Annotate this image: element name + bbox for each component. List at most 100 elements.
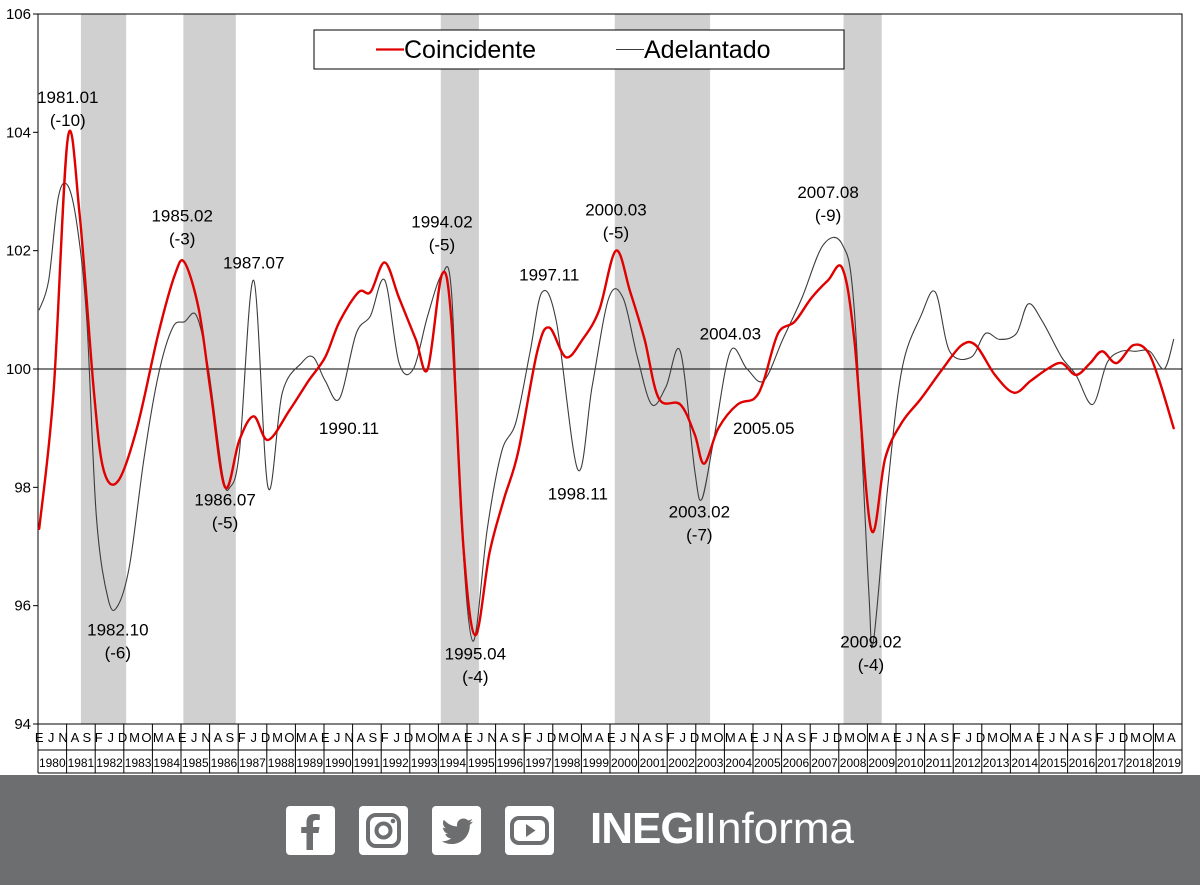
x-month-label: A (881, 730, 890, 745)
x-month-label: A (500, 730, 509, 745)
x-month-label: A (738, 730, 747, 745)
x-month-label: M (296, 730, 307, 745)
facebook-glyph (301, 814, 320, 850)
x-month-label: N (201, 730, 210, 745)
y-tick-label: 106 (6, 6, 31, 23)
x-month-label: F (95, 730, 103, 745)
x-month-label: O (141, 730, 151, 745)
annotation-label: (-9) (815, 206, 841, 225)
x-year-label: 1983 (125, 756, 152, 770)
x-month-label: N (344, 730, 353, 745)
twitter-glyph (441, 818, 473, 844)
x-month-label: O (999, 730, 1009, 745)
x-month-label: M (844, 730, 855, 745)
instagram-icon[interactable] (359, 806, 408, 855)
x-month-label: S (1084, 730, 1093, 745)
x-month-label: A (1024, 730, 1033, 745)
annotation-label: 2007.08 (797, 183, 858, 202)
annotation-label: 1998.11 (548, 484, 608, 503)
x-month-label: F (953, 730, 961, 745)
x-year-label: 2016 (1069, 756, 1096, 770)
x-month-label: M (582, 730, 593, 745)
x-month-label: J (1049, 730, 1056, 745)
line-chart: 1981.01 (-10) 1982.10 (-6) 1985.02 (-3) 1986.0… (5, 6, 1183, 774)
x-month-label: S (369, 730, 378, 745)
x-month-label: J (620, 730, 627, 745)
x-month-label: A (1167, 730, 1176, 745)
annotation-label: (-5) (429, 235, 455, 254)
x-month-label: S (655, 730, 664, 745)
x-month-label: O (856, 730, 866, 745)
x-month-label: A (643, 730, 652, 745)
x-month-label: O (427, 730, 437, 745)
x-month-label: M (1154, 730, 1165, 745)
x-month-label: M (1130, 730, 1141, 745)
x-month-label: N (916, 730, 925, 745)
x-month-label: F (524, 730, 532, 745)
x-month-label: J (191, 730, 198, 745)
x-year-label: 2012 (954, 756, 981, 770)
series-group (38, 129, 1175, 649)
x-month-label: J (822, 730, 829, 745)
x-month-label: N (1059, 730, 1068, 745)
x-year-label: 1991 (354, 756, 381, 770)
x-year-label: 2014 (1011, 756, 1038, 770)
x-month-label: M (129, 730, 140, 745)
x-year-label: 1988 (268, 756, 295, 770)
x-year-label: 1980 (39, 756, 66, 770)
x-month-label: J (48, 730, 55, 745)
x-month-label: J (763, 730, 770, 745)
x-month-label: M (415, 730, 426, 745)
x-year-label: 2017 (1097, 756, 1124, 770)
x-month-label: M (272, 730, 283, 745)
x-month-label: N (58, 730, 67, 745)
y-tick-label: 100 (6, 361, 31, 378)
facebook-icon[interactable] (286, 806, 335, 855)
annotation-label: (-5) (603, 224, 629, 243)
annotation-label: (-10) (50, 111, 86, 130)
x-year-label: 2013 (983, 756, 1010, 770)
annotation-label: 1982.10 (87, 621, 148, 640)
x-month-label: M (439, 730, 450, 745)
annotation-label: 1981.01 (37, 88, 98, 107)
annotation-label: (-3) (169, 230, 195, 249)
annotation-label: 1990.11 (319, 419, 379, 438)
x-month-label: S (83, 730, 92, 745)
y-tick-label: 94 (14, 716, 31, 733)
x-month-label: D (1119, 730, 1128, 745)
youtube-icon[interactable] (505, 806, 554, 855)
x-month-label: D (976, 730, 985, 745)
logo-text-inegi: INEGI (590, 804, 706, 853)
x-month-label: F (1096, 730, 1104, 745)
x-month-label: J (334, 730, 341, 745)
x-month-label: M (987, 730, 998, 745)
x-year-label: 2000 (611, 756, 638, 770)
x-year-label: 1998 (554, 756, 581, 770)
x-year-label: 2010 (897, 756, 924, 770)
x-month-label: A (786, 730, 795, 745)
annotation-label: (-4) (858, 656, 884, 675)
x-month-label: A (71, 730, 80, 745)
annotation-label: 1987.07 (223, 254, 284, 273)
x-month-label: E (607, 730, 616, 745)
x-year-label: 1985 (182, 756, 209, 770)
x-month-label: D (833, 730, 842, 745)
x-month-label: E (893, 730, 902, 745)
twitter-icon[interactable] (432, 806, 481, 855)
x-year-label: 1984 (153, 756, 180, 770)
x-year-label: 2011 (926, 756, 953, 770)
x-month-label: E (464, 730, 473, 745)
x-year-label: 2007 (811, 756, 838, 770)
x-month-label: A (309, 730, 318, 745)
youtube-glyph (510, 816, 549, 845)
instagram-glyph (366, 813, 401, 848)
x-month-label: F (667, 730, 675, 745)
x-month-label: M (558, 730, 569, 745)
legend-label-adelantado: Adelantado (644, 36, 771, 64)
x-year-label: 1996 (497, 756, 524, 770)
x-year-label: 2008 (840, 756, 867, 770)
x-year-label: 1989 (296, 756, 323, 770)
x-month-label: D (118, 730, 127, 745)
footer-bar: INEGIInforma (0, 775, 1200, 885)
